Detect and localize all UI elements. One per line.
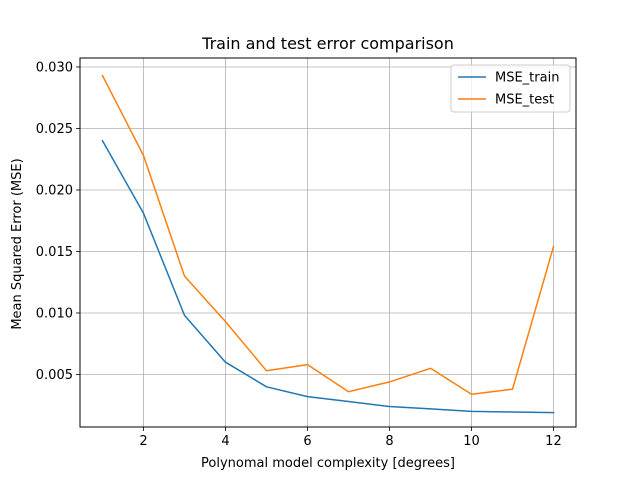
x-tick-label: 8 bbox=[385, 434, 393, 449]
x-tick-label: 2 bbox=[139, 434, 147, 449]
y-tick-label: 0.005 bbox=[36, 368, 73, 383]
axis-ticks: 2 4 6 8 10 12 0.005 0.010 0.015 0.020 0.025 0.030 bbox=[36, 60, 562, 449]
plot-frame bbox=[79, 57, 577, 428]
series-lines bbox=[101, 74, 555, 414]
legend-label: MSE_train bbox=[495, 71, 559, 86]
y-tick-label: 0.010 bbox=[36, 306, 73, 321]
y-tick-label: 0.015 bbox=[36, 245, 73, 260]
series-line-mse-test bbox=[101, 74, 555, 395]
x-tick-label: 10 bbox=[463, 434, 480, 449]
x-tick-label: 12 bbox=[545, 434, 562, 449]
chart-title: Train and test error comparison bbox=[201, 34, 454, 53]
series-line-mse-train bbox=[101, 139, 555, 414]
y-tick-label: 0.030 bbox=[36, 60, 73, 75]
legend: MSE_train MSE_test bbox=[450, 64, 571, 113]
x-tick-label: 4 bbox=[221, 434, 229, 449]
y-axis-label: Mean Squared Error (MSE) bbox=[10, 158, 25, 329]
legend-label: MSE_test bbox=[495, 93, 554, 108]
y-tick-label: 0.020 bbox=[36, 183, 73, 198]
x-axis-label: Polynomal model complexity [degrees] bbox=[201, 456, 455, 471]
grid bbox=[80, 58, 576, 427]
x-tick-label: 6 bbox=[303, 434, 311, 449]
y-tick-label: 0.025 bbox=[36, 122, 73, 137]
